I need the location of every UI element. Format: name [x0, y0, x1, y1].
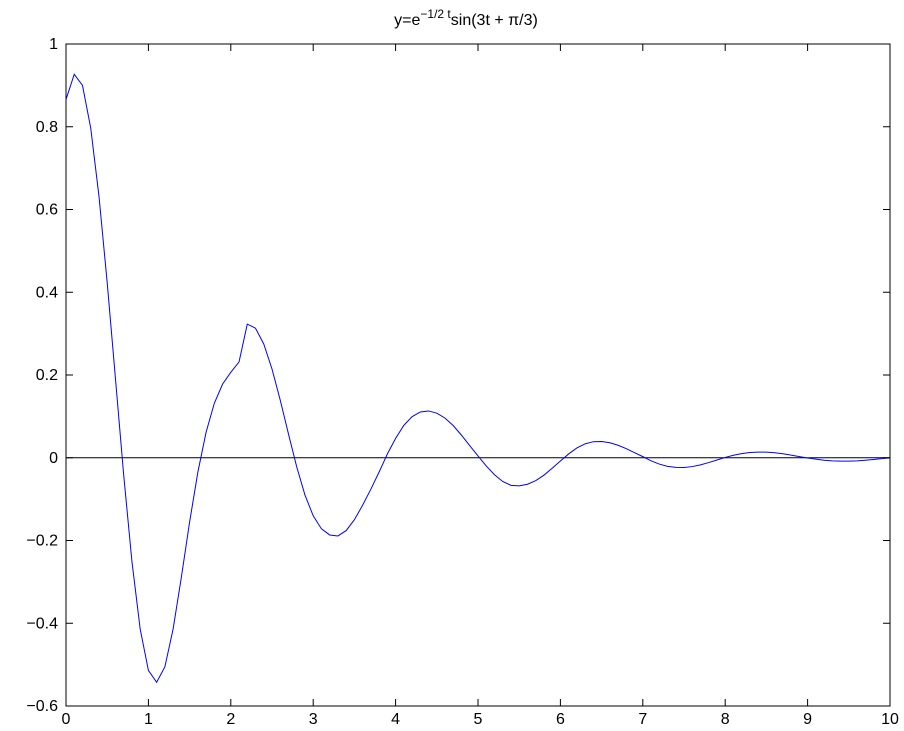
y-tick-label: 0.6: [36, 202, 58, 219]
x-tick-label: 5: [474, 711, 483, 728]
plot-area: [65, 43, 891, 707]
x-axis-ticks: 0 1 2 3 4 5 6 7 8 9 10: [62, 44, 899, 728]
x-tick-label: 7: [638, 711, 647, 728]
y-tick-label: −0.6: [26, 698, 58, 715]
chart-title-suffix: sin(3t + π/3): [451, 12, 538, 29]
y-tick-label: −0.4: [26, 615, 58, 632]
x-tick-label: 4: [391, 711, 400, 728]
y-axis-ticks: −0.6 −0.4 −0.2 0 0.2 0.4 0.6 0.8 1: [26, 36, 890, 715]
chart-title: y=e−1/2 tsin(3t + π/3): [394, 7, 538, 29]
y-tick-label: 0.2: [36, 367, 58, 384]
x-tick-label: 10: [881, 711, 899, 728]
x-tick-label: 3: [309, 711, 318, 728]
y-tick-label: 0.8: [36, 119, 58, 136]
y-tick-label: 0: [49, 450, 58, 467]
chart-title-prefix: y=e: [394, 12, 420, 29]
y-tick-label: 1: [49, 36, 58, 53]
plot-frame: [65, 43, 891, 707]
y-tick-label: −0.2: [26, 533, 58, 550]
x-tick-label: 1: [144, 711, 153, 728]
x-tick-label: 9: [803, 711, 812, 728]
x-tick-label: 8: [721, 711, 730, 728]
y-tick-label: 0.4: [36, 284, 58, 301]
chart-title-superscript: −1/2 t: [420, 7, 451, 21]
x-tick-label: 2: [226, 711, 235, 728]
x-tick-label: 0: [62, 711, 71, 728]
x-tick-label: 6: [556, 711, 565, 728]
series-line: [65, 73, 891, 684]
